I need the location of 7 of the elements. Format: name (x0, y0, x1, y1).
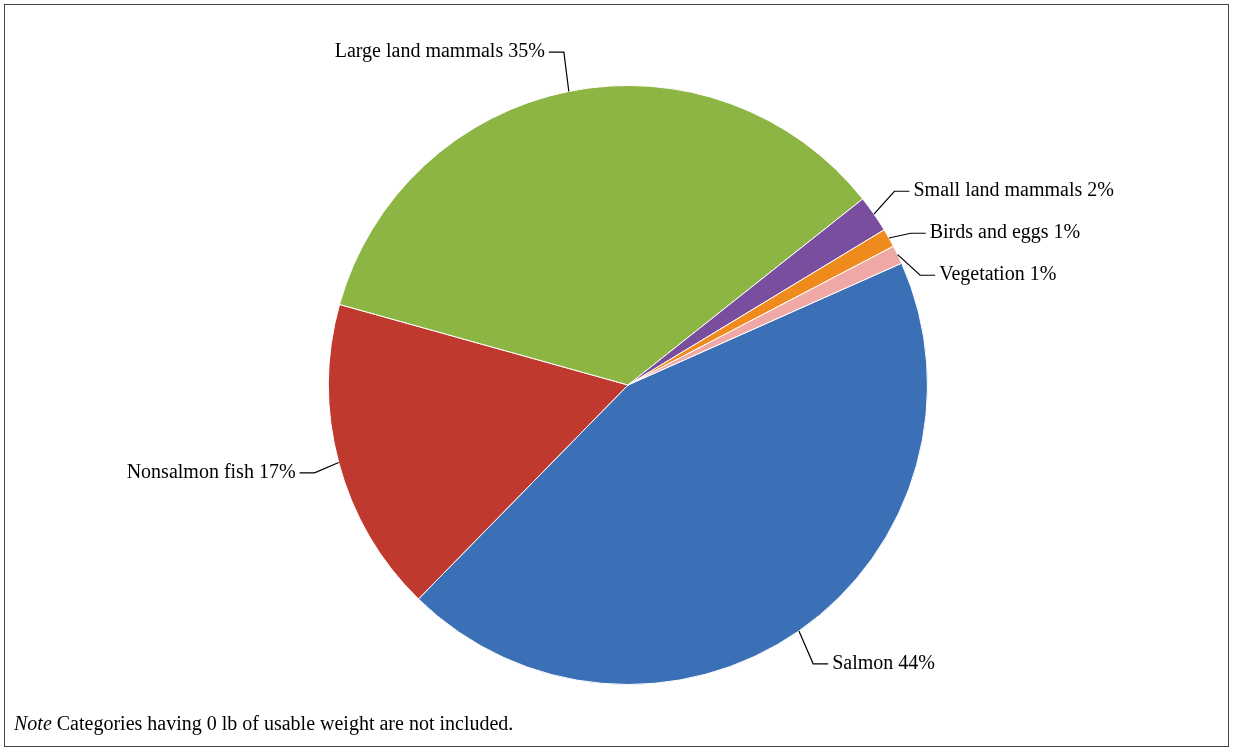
slice-label: Birds and eggs 1% (929, 220, 1081, 244)
slice-label: Vegetation 1% (939, 262, 1057, 286)
slice-label: Salmon 44% (832, 651, 935, 674)
slice-label: Small land mammals 2% (913, 178, 1114, 201)
slice-label: Nonsalmon fish 17% (126, 460, 296, 483)
slice-label: Large land mammals 35% (334, 39, 545, 63)
text: Note Categories having 0 lb of usable weight are not included. (14, 712, 514, 735)
